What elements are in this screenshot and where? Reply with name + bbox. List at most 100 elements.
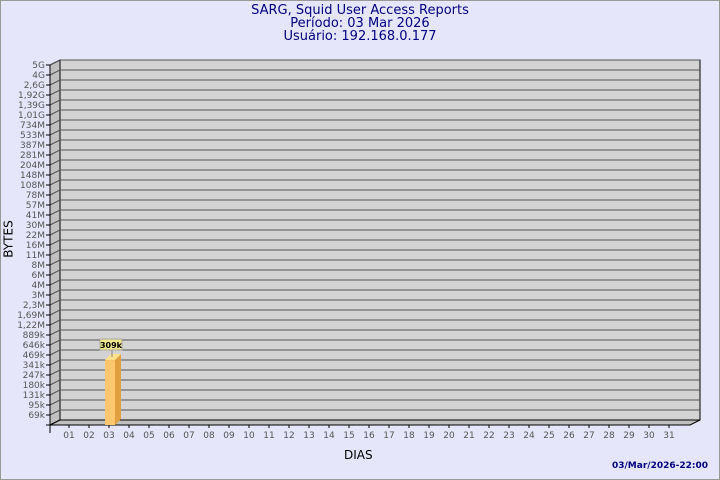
x-tick-label: 09 xyxy=(223,431,235,441)
x-tick-label: 05 xyxy=(143,431,154,441)
gridline-diagonal xyxy=(49,69,61,76)
floor xyxy=(49,419,701,426)
y-tick-label: 646k xyxy=(23,341,46,351)
x-tick-label: 22 xyxy=(483,431,494,441)
x-tick-label: 17 xyxy=(383,431,394,441)
x-tick-label: 18 xyxy=(403,431,415,441)
gridline-diagonal xyxy=(49,139,61,146)
x-tick-label: 31 xyxy=(663,431,674,441)
gridline-diagonal xyxy=(49,259,61,266)
x-axis-label: DIAS xyxy=(344,448,373,462)
y-tick-label: 1,01G xyxy=(18,111,45,121)
y-tick-label: 131k xyxy=(23,391,46,401)
gridline-diagonal xyxy=(49,169,61,176)
x-tick-label: 29 xyxy=(623,431,635,441)
y-tick-label: 2,6G xyxy=(24,81,45,91)
value-label-box xyxy=(99,338,123,351)
gridline-diagonal xyxy=(49,359,61,366)
x-tick-label: 19 xyxy=(423,431,435,441)
y-tick-label: 1,69M xyxy=(17,311,45,321)
x-tick-label: 23 xyxy=(503,431,514,441)
gridline-diagonal xyxy=(49,199,61,206)
y-tick-label: 22M xyxy=(26,231,45,241)
y-tick-label: 1,39G xyxy=(18,101,45,111)
gridline-diagonal xyxy=(49,209,61,216)
gridline-diagonal xyxy=(49,219,61,226)
y-tick-label: 108M xyxy=(20,181,45,191)
gridline-diagonal xyxy=(49,179,61,186)
gridline-diagonal xyxy=(49,109,61,116)
y-tick-label: 889k xyxy=(23,331,46,341)
x-tick-label: 10 xyxy=(243,431,255,441)
y-tick-label: 8M xyxy=(32,261,46,271)
timestamp: 03/Mar/2026-22:00 xyxy=(612,461,708,471)
bar xyxy=(105,360,115,425)
gridline-diagonal xyxy=(49,149,61,156)
y-tick-label: 5G xyxy=(32,61,45,71)
y-tick-label: 11M xyxy=(26,251,45,261)
x-tick-label: 20 xyxy=(443,431,455,441)
x-tick-label: 07 xyxy=(183,431,194,441)
gridline-diagonal xyxy=(49,229,61,236)
value-label: 309k xyxy=(100,341,123,350)
y-tick-label: 204M xyxy=(20,161,45,171)
gridline-diagonal xyxy=(49,339,61,346)
y-tick-label: 341k xyxy=(23,361,46,371)
bar-top xyxy=(105,354,121,361)
x-tick-label: 15 xyxy=(343,431,354,441)
y-tick-label: 6M xyxy=(32,271,46,281)
chart-title: SARG, Squid User Access Reports xyxy=(251,3,469,18)
y-tick-label: 95k xyxy=(28,401,45,411)
gridline-diagonal xyxy=(49,239,61,246)
y-tick-label: 69k xyxy=(28,411,45,421)
y-tick-label: 180k xyxy=(23,381,46,391)
x-tick-label: 30 xyxy=(643,431,655,441)
x-tick-label: 08 xyxy=(203,431,215,441)
y-tick-label: 387M xyxy=(20,141,45,151)
gridline-diagonal xyxy=(49,189,61,196)
gridline-diagonal xyxy=(49,89,61,96)
y-tick-label: 30M xyxy=(26,221,45,231)
x-tick-label: 11 xyxy=(263,431,274,441)
x-tick-label: 06 xyxy=(163,431,175,441)
gridline-diagonal xyxy=(49,279,61,286)
y-tick-label: 78M xyxy=(26,191,45,201)
x-tick-label: 28 xyxy=(603,431,615,441)
y-tick-label: 533M xyxy=(20,131,45,141)
gridline-diagonal xyxy=(49,129,61,136)
gridline-diagonal xyxy=(49,79,61,86)
y-tick-label: 281M xyxy=(20,151,45,161)
y-tick-label: 247k xyxy=(23,371,46,381)
gridline-diagonal xyxy=(49,299,61,306)
gridline-diagonal xyxy=(49,349,61,356)
y-tick-label: 4M xyxy=(32,281,46,291)
x-tick-label: 27 xyxy=(583,431,594,441)
y-tick-label: 57M xyxy=(26,201,45,211)
x-tick-label: 02 xyxy=(83,431,94,441)
gridline-diagonal xyxy=(49,389,61,396)
x-tick-label: 12 xyxy=(283,431,294,441)
y-tick-label: 41M xyxy=(26,211,45,221)
y-tick-label: 3M xyxy=(32,291,46,301)
chart-period: Período: 03 Mar 2026 xyxy=(290,16,430,31)
gridline-diagonal xyxy=(49,159,61,166)
gridline-diagonal xyxy=(49,329,61,336)
y-tick-label: 469k xyxy=(23,351,46,361)
y-tick-label: 1,22M xyxy=(17,321,45,331)
y-tick-label: 4G xyxy=(32,71,45,81)
x-tick-label: 24 xyxy=(523,431,535,441)
x-tick-label: 14 xyxy=(323,431,335,441)
gridline-diagonal xyxy=(49,409,61,416)
gridline-diagonal xyxy=(49,379,61,386)
y-tick-label: 734M xyxy=(20,121,45,131)
gridline-diagonal xyxy=(49,269,61,276)
y-tick-label: 16M xyxy=(26,241,45,251)
gridline-diagonal xyxy=(49,369,61,376)
bar-side xyxy=(115,354,121,425)
gridline-diagonal xyxy=(49,119,61,126)
y-tick-label: 148M xyxy=(20,171,45,181)
gridline-diagonal xyxy=(49,99,61,106)
x-tick-label: 25 xyxy=(543,431,554,441)
x-tick-label: 21 xyxy=(463,431,474,441)
